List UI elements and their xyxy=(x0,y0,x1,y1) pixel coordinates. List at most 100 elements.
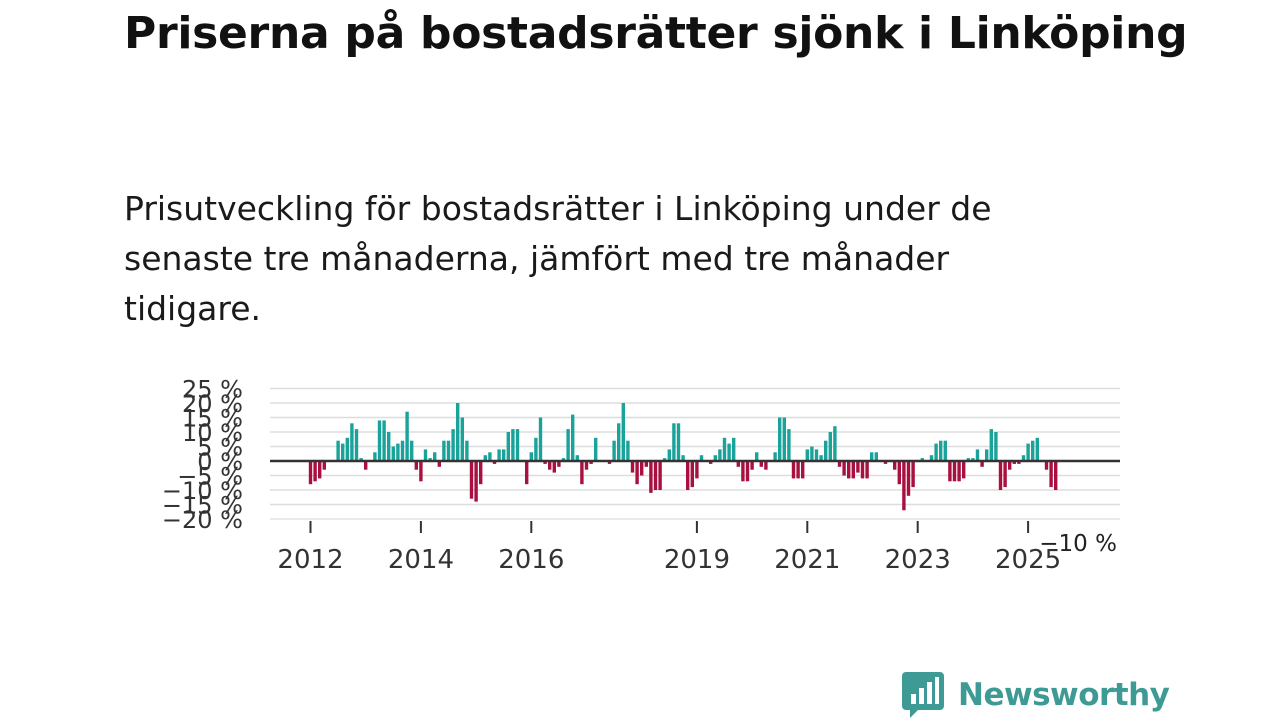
bar xyxy=(810,446,814,461)
bar xyxy=(318,461,322,479)
bar xyxy=(962,461,966,479)
bar xyxy=(1035,437,1039,461)
bar xyxy=(856,461,860,473)
bar xyxy=(497,449,501,461)
bar xyxy=(446,440,451,461)
bar xyxy=(571,414,575,461)
bar xyxy=(998,461,1003,490)
bar xyxy=(943,440,947,461)
bar xyxy=(727,443,731,461)
bar xyxy=(824,440,828,461)
bar xyxy=(971,458,975,461)
bar xyxy=(575,455,579,461)
newsworthy-logo: Newsworthy xyxy=(902,670,1170,720)
bar xyxy=(722,437,727,461)
bar xyxy=(529,452,533,461)
bar-series xyxy=(308,403,1058,511)
y-tick-label: 5 % xyxy=(197,434,243,462)
bar xyxy=(801,461,805,479)
bar xyxy=(607,461,612,464)
bar xyxy=(870,452,874,461)
bar xyxy=(506,432,510,461)
bar xyxy=(759,461,763,467)
x-tick-label: 2025 xyxy=(995,545,1061,575)
last-value-annotation: −10 % xyxy=(1039,531,1117,557)
bar xyxy=(410,440,414,461)
bar xyxy=(479,461,483,485)
bar xyxy=(621,403,625,461)
bar xyxy=(612,440,616,461)
bar xyxy=(525,461,529,485)
bar xyxy=(686,461,690,490)
bar xyxy=(640,461,644,476)
bar xyxy=(929,455,934,461)
bar xyxy=(649,461,653,493)
bar xyxy=(400,440,405,461)
bar xyxy=(718,449,722,461)
bar xyxy=(736,461,740,467)
bar xyxy=(345,437,349,461)
bar xyxy=(833,426,837,461)
bar xyxy=(373,452,377,461)
bar xyxy=(1026,443,1030,461)
bar xyxy=(847,461,851,479)
x-tick-label: 2016 xyxy=(498,545,564,575)
bar xyxy=(750,461,754,470)
bar xyxy=(1012,461,1016,464)
bar xyxy=(773,452,777,461)
bar xyxy=(989,429,993,461)
bar xyxy=(828,432,832,461)
x-tick-label: 2012 xyxy=(277,545,343,575)
bar xyxy=(350,423,354,461)
bar xyxy=(975,449,980,461)
bar xyxy=(644,461,648,467)
bar xyxy=(594,437,598,461)
bar xyxy=(690,461,694,488)
brand-name: Newsworthy xyxy=(958,677,1170,713)
bar xyxy=(699,455,704,461)
bar xyxy=(653,461,658,490)
bar xyxy=(414,461,418,470)
bar xyxy=(538,417,543,461)
chart-subtitle: Prisutveckling för bostadsrätter i Linkö… xyxy=(124,189,992,328)
x-tick-label: 2021 xyxy=(774,545,840,575)
bar xyxy=(897,461,901,485)
bar xyxy=(902,461,906,511)
bar xyxy=(635,461,639,485)
bar xyxy=(465,440,469,461)
bar xyxy=(819,455,823,461)
bar xyxy=(322,461,326,470)
bar xyxy=(948,461,952,482)
bar xyxy=(851,461,855,479)
bar xyxy=(732,437,736,461)
bar xyxy=(814,449,819,461)
bar xyxy=(1044,461,1049,470)
bar xyxy=(548,461,552,470)
y-tick-label: 25 % xyxy=(182,376,243,404)
bar xyxy=(566,429,570,461)
x-tick-label: 2023 xyxy=(885,545,951,575)
bar xyxy=(483,455,487,461)
bar xyxy=(387,432,391,461)
bar xyxy=(423,449,428,461)
bar xyxy=(837,461,842,467)
bar xyxy=(552,461,556,473)
bar xyxy=(308,461,313,485)
x-tick-label: 2019 xyxy=(664,545,730,575)
bar xyxy=(934,443,938,461)
bar xyxy=(709,461,713,464)
bar xyxy=(782,417,786,461)
bar xyxy=(341,443,345,461)
bar xyxy=(396,443,400,461)
bar xyxy=(805,449,809,461)
bar xyxy=(515,429,520,461)
bar xyxy=(980,461,984,467)
bar xyxy=(474,461,478,502)
y-tick-label: −15 % xyxy=(162,492,243,520)
y-axis-ticks: 25 %20 %15 %10 %5 %0 %−5 %−10 %−15 %−20 … xyxy=(162,376,243,535)
bar xyxy=(681,455,685,461)
bar xyxy=(796,461,800,479)
y-tick-label: 0 % xyxy=(197,448,243,476)
bar xyxy=(745,461,750,482)
